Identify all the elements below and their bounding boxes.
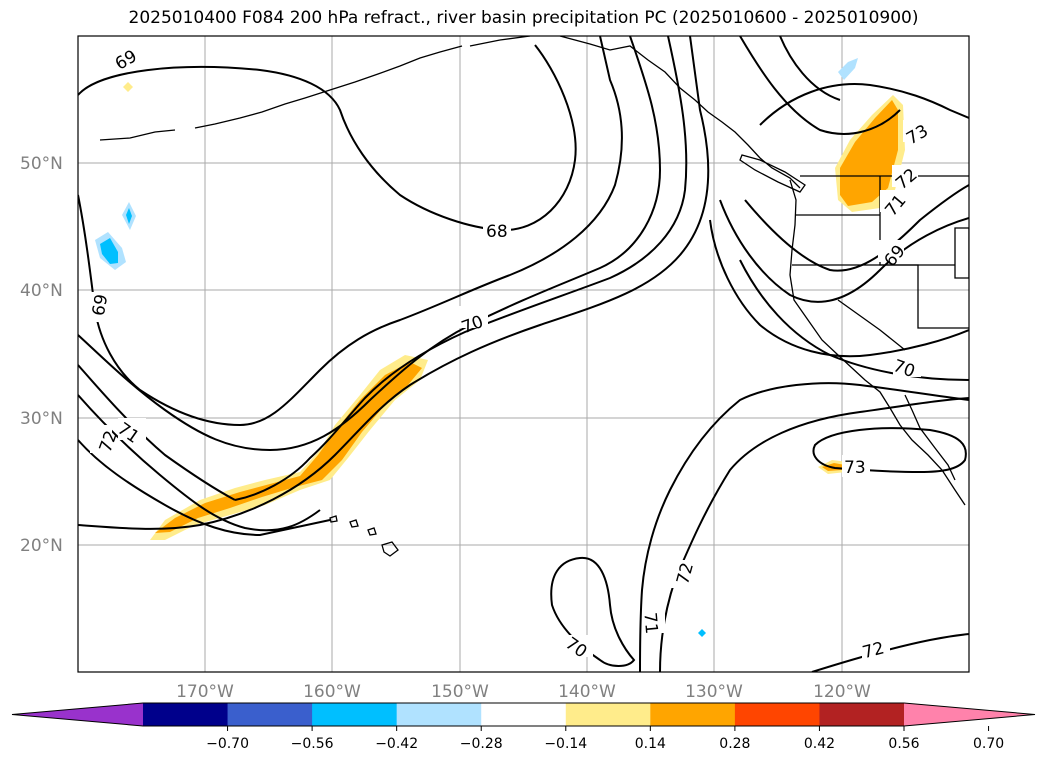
- positive-anomaly-band-light: [150, 355, 428, 540]
- lat-label: 30°N: [20, 409, 63, 429]
- negative-blob-west: [100, 238, 118, 264]
- colorbar-tick-label: 0.70: [973, 736, 1004, 752]
- ca-nv-diagonal: [837, 299, 906, 351]
- hawaii-oahu: [349, 519, 359, 528]
- graticule: [78, 36, 969, 672]
- colorbar-tick-label: −0.28: [460, 736, 503, 752]
- contour-ne-ring: [739, 36, 901, 135]
- lat-label: 40°N: [20, 281, 63, 301]
- colorbar-segment: [650, 703, 736, 726]
- contour-ne-71: [719, 199, 969, 303]
- colorbar-segment: [481, 703, 567, 726]
- contour-label: 69: [89, 293, 112, 318]
- contour-72: [78, 394, 331, 537]
- colorbar-tick-label: −0.56: [291, 736, 334, 752]
- colorbar-tick-label: −0.70: [206, 736, 249, 752]
- map-title: 2025010400 F084 200 hPa refract., river …: [128, 8, 919, 28]
- lon-label: 160°W: [303, 682, 361, 702]
- colorbar-extend-min: [12, 703, 143, 726]
- pnw-anomaly: [840, 100, 898, 206]
- contour-71: [78, 36, 688, 501]
- colorbar-tick-label: 0.56: [888, 736, 919, 752]
- colorbar-ticks: −0.70 −0.56 −0.42 −0.28 −0.14 0.14 0.28 0.42 0.5…: [206, 726, 1004, 752]
- colorbar-tick-label: 0.14: [635, 736, 666, 752]
- us-west-coast: [789, 179, 966, 506]
- lon-label: 120°W: [813, 682, 871, 702]
- hawaii-kauai: [329, 515, 338, 523]
- contour-73: [812, 427, 967, 474]
- longitude-labels: 170°W 160°W 150°W 140°W 130°W 120°W: [176, 682, 871, 702]
- precipitation-shading: [95, 58, 905, 637]
- contour-69-west: [78, 36, 623, 427]
- contours: [78, 36, 969, 672]
- contour-71-west-lower: [78, 36, 710, 530]
- contour-ne-70: [709, 219, 969, 358]
- contour-label: 73: [844, 458, 866, 478]
- hawaii-maui: [367, 527, 377, 536]
- positive-anomaly-band: [155, 362, 422, 533]
- colorbar-tick-label: 0.42: [804, 736, 835, 752]
- colorbar-segment: [396, 703, 482, 726]
- colorbar-outline: [11, 702, 1036, 727]
- contour-69-nw: [78, 44, 577, 232]
- colorbar-tick-label: −0.42: [375, 736, 418, 752]
- colorbar-segment: [565, 703, 651, 726]
- lat-label: 20°N: [20, 536, 63, 556]
- aleutian-islands: [99, 45, 463, 141]
- state-border-mt: [954, 227, 969, 279]
- latitude-labels: 50°N 40°N 30°N 20°N: [20, 154, 63, 556]
- colorbar-segment: [227, 703, 313, 726]
- contour-ne-69: [739, 259, 969, 381]
- contour-label: 71: [639, 612, 661, 635]
- negative-blob-north: [126, 208, 132, 224]
- colorbar: [11, 702, 1036, 727]
- colorbar-tick-label: 0.28: [719, 736, 750, 752]
- contour-72-mid: [659, 397, 969, 672]
- colorbar-segment: [143, 703, 229, 726]
- lon-label: 130°W: [685, 682, 743, 702]
- contour-label: 68: [486, 222, 508, 242]
- lat-label: 50°N: [20, 154, 63, 174]
- colorbar-extend-max: [904, 703, 1035, 726]
- contour-label-group: 69 68 69 70 72 71 73 72 71 69 70 73 72: [84, 46, 932, 663]
- lon-label: 170°W: [176, 682, 234, 702]
- colorbar-tick-label: −0.14: [544, 736, 587, 752]
- hawaii-big-island: [381, 541, 399, 557]
- colorbar-segment: [312, 703, 398, 726]
- colorbar-segment: [819, 703, 905, 726]
- coastlines: [99, 36, 969, 557]
- contour-ne-73: [759, 83, 969, 126]
- baja-peninsula: [904, 394, 956, 481]
- contour-72-se: [811, 633, 969, 672]
- lon-label: 140°W: [558, 682, 616, 702]
- vancouver-island: [739, 154, 806, 193]
- negative-dot: [698, 629, 706, 637]
- contour-ne-72: [744, 184, 969, 272]
- negative-blob-ne: [838, 58, 858, 80]
- positive-dot: [123, 82, 133, 92]
- contour-71-mid: [639, 382, 969, 672]
- colorbar-segment: [734, 703, 820, 726]
- plot-area: [78, 36, 969, 672]
- lon-label: 150°W: [431, 682, 489, 702]
- plot-frame: [77, 35, 970, 673]
- contour-70-mid: [550, 556, 636, 667]
